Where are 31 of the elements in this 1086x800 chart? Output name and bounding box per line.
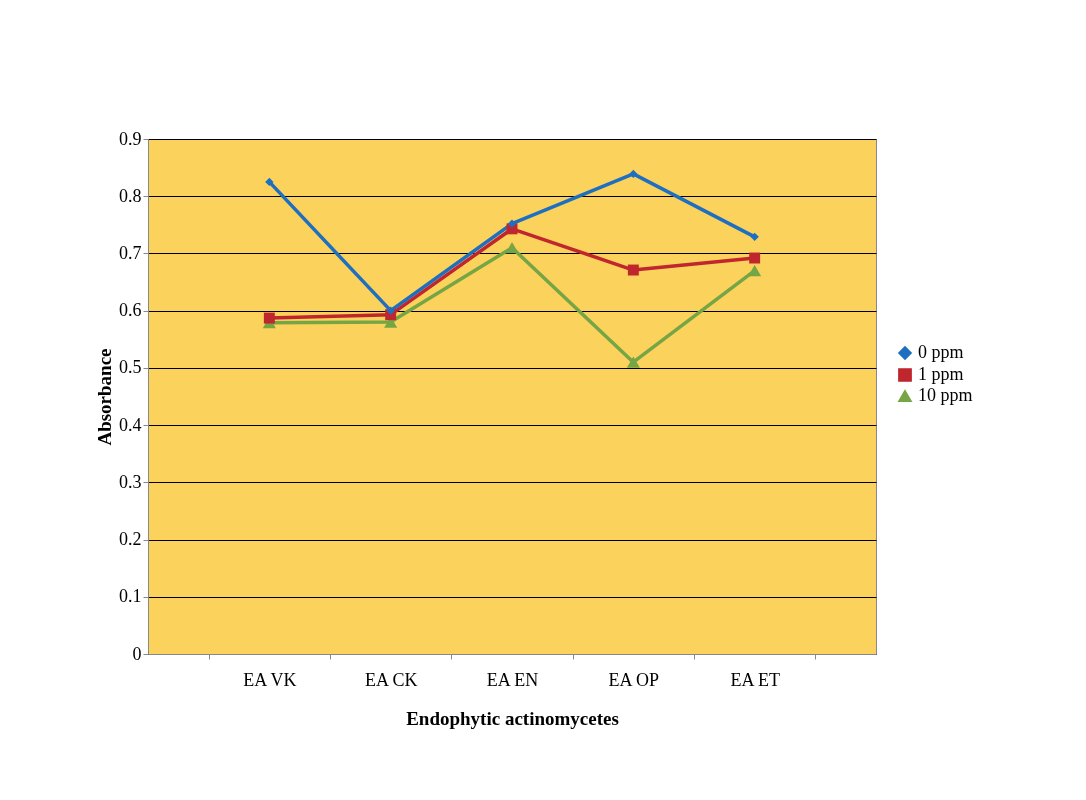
y-tick-label: 0.4 — [119, 414, 142, 435]
y-tick-label: 0.8 — [119, 185, 142, 206]
y-tick-label: 0.9 — [119, 128, 142, 149]
point — [626, 356, 640, 368]
point — [749, 252, 761, 264]
point — [263, 312, 275, 324]
x-tick-label: EA EN — [486, 669, 539, 690]
y-tick-label: 0.7 — [119, 242, 142, 263]
point — [507, 219, 517, 228]
y-tick-label: 0.1 — [119, 586, 142, 607]
x-tick-label: EA CK — [364, 669, 418, 690]
x-tick-label: EA VK — [243, 669, 297, 690]
x-tick-label: EA ET — [730, 669, 780, 690]
x-axis-title: Endophytic actinomycetes — [406, 707, 619, 729]
legend-label: 1 ppm — [918, 364, 964, 384]
point — [505, 242, 519, 254]
legend-label: 0 ppm — [918, 342, 964, 362]
y-tick-label: 0.6 — [119, 300, 142, 321]
y-axis-title: Absorbance — [94, 348, 115, 446]
point — [750, 232, 759, 242]
y-tick-label: 0.3 — [119, 471, 142, 492]
point — [265, 177, 274, 187]
point — [748, 264, 762, 277]
y-tick-label: 0.2 — [119, 529, 142, 550]
y-tick-label: 0.5 — [119, 357, 142, 378]
x-tick-label: EA OP — [608, 669, 660, 690]
y-tick-label: 0 — [132, 643, 142, 664]
point — [627, 264, 639, 276]
point — [386, 306, 395, 315]
legend-label: 10 ppm — [918, 385, 973, 405]
point — [629, 169, 638, 179]
